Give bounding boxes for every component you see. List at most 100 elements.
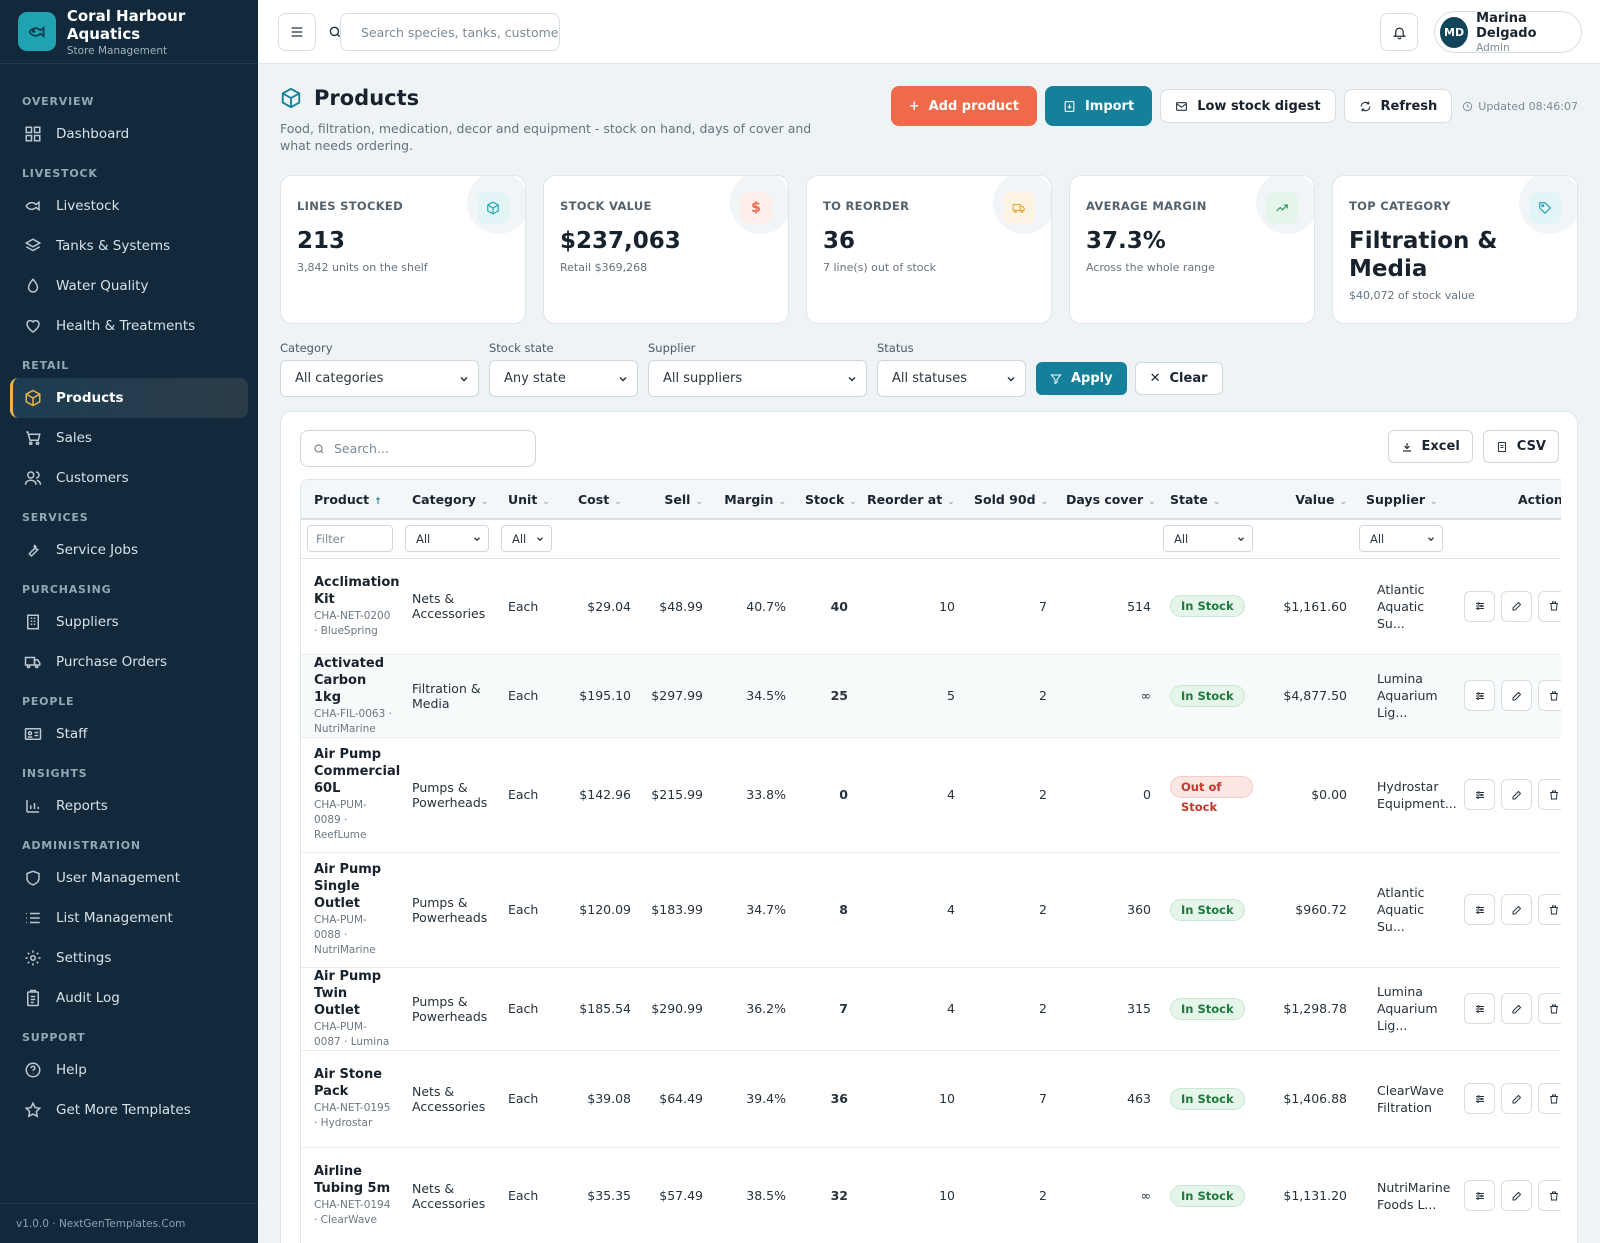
column-header-margin[interactable]: Margin ⌄ (709, 480, 792, 520)
sidebar-item-settings[interactable]: Settings (10, 938, 248, 978)
product-name[interactable]: Air Stone Pack (314, 1067, 383, 1099)
column-header-sell[interactable]: Sell ⌄ (637, 480, 709, 520)
adjust-stock-button[interactable] (1464, 590, 1495, 622)
table-row[interactable]: Air Pump Twin Outlet CHA-PUM-0087 · Lumin… (301, 967, 1561, 1051)
edit-button[interactable] (1501, 993, 1532, 1024)
product-name[interactable]: Acclimation Kit (314, 574, 400, 607)
import-button[interactable]: Import (1044, 86, 1153, 126)
column-header-stock[interactable]: Stock ⌄ (792, 480, 857, 520)
brand[interactable]: Coral Harbour Aquatics Store Management (0, 0, 258, 64)
export-csv-button[interactable]: CSV (1482, 430, 1559, 463)
category-column-filter[interactable]: All (405, 525, 489, 553)
trash-icon (1549, 1004, 1558, 1013)
category-select[interactable]: All categories (280, 360, 479, 397)
sidebar-item-list-management[interactable]: List Management (10, 898, 248, 938)
column-header-reorder[interactable]: Reorder at ⌄ (854, 480, 961, 520)
product-name[interactable]: Airline Tubing 5m (314, 1164, 391, 1196)
product-name[interactable]: Air Pump Twin Outlet (314, 968, 382, 1018)
delete-button[interactable] (1538, 680, 1561, 711)
table-row[interactable]: Air Pump Single Outlet CHA-PUM-0088 · Nut… (301, 852, 1561, 968)
edit-button[interactable] (1501, 1083, 1532, 1114)
adjust-stock-button[interactable] (1464, 894, 1495, 925)
column-header-days-cover[interactable]: Days cover ⌄ (1053, 480, 1157, 520)
column-header-product[interactable]: Product ↑ (301, 480, 399, 520)
table-row[interactable]: Activated Carbon 1kg CHA-FIL-0063 · Nutri… (301, 654, 1561, 738)
low-stock-digest-button[interactable]: Low stock digest (1160, 89, 1336, 123)
sidebar-item-help[interactable]: Help (10, 1050, 248, 1090)
table-row[interactable]: Airline Tubing 5m CHA-NET-0194 · ClearWav… (301, 1147, 1561, 1243)
delete-button[interactable] (1538, 1083, 1561, 1114)
refresh-button[interactable]: Refresh (1343, 89, 1453, 123)
product-name[interactable]: Activated Carbon 1kg (314, 655, 385, 705)
kpi-cards: LINES STOCKED 213 3,842 units on the she… (280, 175, 1578, 324)
state-column-filter[interactable]: All (1163, 525, 1253, 553)
edit-button[interactable] (1501, 590, 1532, 622)
delete-button[interactable] (1538, 993, 1561, 1024)
sidebar-item-suppliers[interactable]: Suppliers (10, 602, 248, 642)
sidebar-item-user-management[interactable]: User Management (10, 858, 248, 898)
sidebar-item-reports[interactable]: Reports (10, 786, 248, 826)
global-search: Search species, tanks, custome (328, 13, 560, 51)
column-header-unit[interactable]: Unit ⌄ (495, 480, 565, 520)
sidebar-item-sales[interactable]: Sales (10, 418, 248, 458)
global-search-input[interactable]: Search species, tanks, custome (340, 13, 560, 51)
stock-state-select[interactable]: Any state (489, 360, 638, 397)
sidebar-item-service-jobs[interactable]: Service Jobs (10, 530, 248, 570)
apply-filters-button[interactable]: Apply (1036, 362, 1127, 395)
delete-button[interactable] (1538, 590, 1561, 622)
edit-button[interactable] (1501, 779, 1532, 810)
kpi-card: TOP CATEGORY Filtration & Media $40,072 … (1332, 175, 1578, 324)
column-header-value[interactable]: Value ⌄ (1259, 480, 1353, 520)
adjust-stock-button[interactable] (1464, 1180, 1495, 1211)
export-excel-button[interactable]: Excel (1387, 430, 1473, 463)
sidebar-item-staff[interactable]: Staff (10, 714, 248, 754)
edit-button[interactable] (1501, 680, 1532, 711)
clear-label: Clear (1169, 371, 1208, 386)
sidebar: Coral Harbour Aquatics Store Management … (0, 0, 258, 1243)
supplier-select[interactable]: All suppliers (648, 360, 867, 397)
user-menu[interactable]: MD Marina Delgado Admin (1434, 11, 1582, 54)
column-header-supplier[interactable]: Supplier ⌄ (1353, 480, 1451, 520)
sidebar-item-dashboard[interactable]: Dashboard (10, 114, 248, 154)
clear-filters-button[interactable]: ✕ Clear (1134, 362, 1223, 395)
product-sku: CHA-PUM-0087 · Lumina (314, 1020, 390, 1048)
product-filter-input[interactable]: Filter (307, 525, 393, 553)
menu-toggle-button[interactable] (278, 13, 316, 51)
delete-button[interactable] (1538, 894, 1561, 925)
sidebar-item-templates[interactable]: Get More Templates (10, 1090, 248, 1130)
notifications-button[interactable] (1380, 13, 1418, 51)
table-row[interactable]: Acclimation Kit CHA-NET-0200 · BlueSpring… (301, 558, 1561, 655)
column-header-cost[interactable]: Cost ⌄ (565, 480, 637, 520)
delete-button[interactable] (1538, 1180, 1561, 1211)
edit-button[interactable] (1501, 894, 1532, 925)
sidebar-item-audit-log[interactable]: Audit Log (10, 978, 248, 1018)
clock-icon (1463, 101, 1473, 111)
status-select[interactable]: All statuses (877, 360, 1026, 397)
column-header-state[interactable]: State ⌄ (1157, 480, 1259, 520)
adjust-stock-button[interactable] (1464, 993, 1495, 1024)
table-row[interactable]: Air Stone Pack CHA-NET-0195 · Hydrostar Ne… (301, 1050, 1561, 1148)
sidebar-item-customers[interactable]: Customers (10, 458, 248, 498)
adjust-stock-button[interactable] (1464, 1083, 1495, 1114)
adjust-stock-button[interactable] (1464, 779, 1495, 810)
delete-button[interactable] (1538, 779, 1561, 810)
product-name[interactable]: Air Pump Single Outlet (314, 862, 382, 911)
sidebar-item-products[interactable]: Products (10, 378, 248, 418)
supplier-column-filter[interactable]: All (1359, 525, 1443, 553)
sidebar-item-livestock[interactable]: Livestock (10, 186, 248, 226)
table-search-input[interactable]: Search... (300, 430, 536, 467)
table-row[interactable]: Air Pump Commercial 60L CHA-PUM-0089 · Re… (301, 737, 1561, 853)
adjust-stock-button[interactable] (1464, 680, 1495, 711)
sidebar-item-tanks[interactable]: Tanks & Systems (10, 226, 248, 266)
sidebar-item-water-quality[interactable]: Water Quality (10, 266, 248, 306)
sidebar-item-health[interactable]: Health & Treatments (10, 306, 248, 346)
add-product-button[interactable]: + Add product (890, 86, 1037, 126)
status-badge: In Stock (1170, 684, 1245, 707)
column-header-sold[interactable]: Sold 90d ⌄ (961, 480, 1053, 520)
sidebar-item-purchase-orders[interactable]: Purchase Orders (10, 642, 248, 682)
edit-button[interactable] (1501, 1180, 1532, 1211)
cell-supplier: Lumina Aquarium Lig... (1353, 967, 1451, 1051)
product-name[interactable]: Air Pump Commercial 60L (314, 747, 401, 796)
unit-column-filter[interactable]: All (501, 525, 552, 553)
column-header-category[interactable]: Category ⌄ (399, 480, 495, 520)
